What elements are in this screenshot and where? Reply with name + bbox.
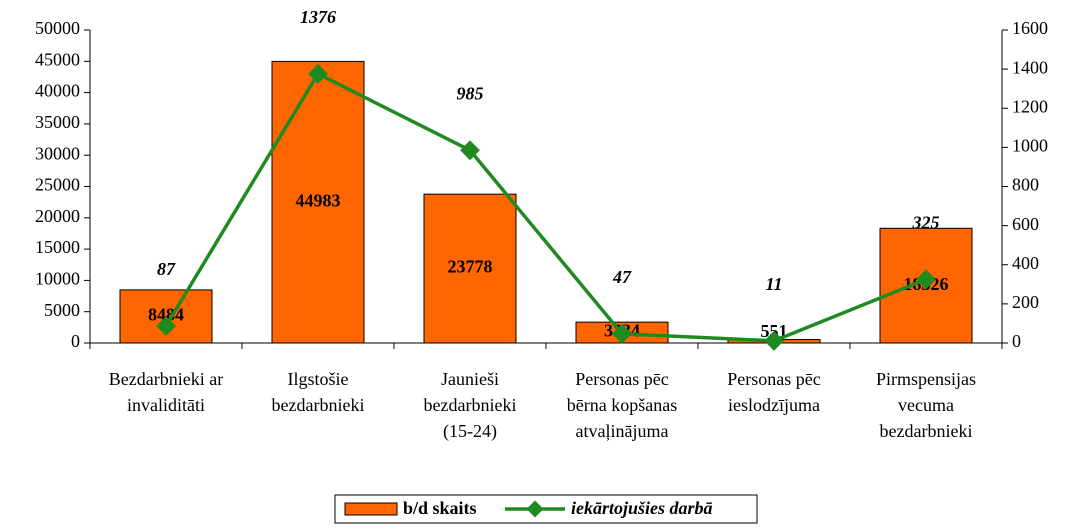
line-value-label: 325 xyxy=(912,213,940,233)
bar-value-label: 44983 xyxy=(296,190,341,210)
y2-tick-label: 1600 xyxy=(1012,18,1048,38)
legend-swatch xyxy=(344,502,398,516)
line-value-label: 11 xyxy=(765,274,782,294)
y2-tick-label: 800 xyxy=(1012,175,1039,195)
y-tick-label: 5000 xyxy=(44,300,80,320)
y-tick-label: 0 xyxy=(71,331,80,351)
y-tick-label: 40000 xyxy=(35,81,80,101)
x-tick-label: Personas pēc bērna kopšanas atvaļinājuma xyxy=(567,369,677,441)
y2-tick-label: 600 xyxy=(1012,214,1039,234)
y2-tick-label: 1000 xyxy=(1012,136,1048,156)
y2-tick-label: 400 xyxy=(1012,253,1039,273)
y2-tick-label: 0 xyxy=(1012,331,1021,351)
line-marker xyxy=(308,63,328,84)
line-marker xyxy=(460,140,480,161)
x-tick-label: Bezdarbnieki ar invaliditāti xyxy=(109,369,223,415)
line-value-label: 985 xyxy=(457,83,484,103)
bar-value-label: 23778 xyxy=(448,257,493,277)
x-tick-label: Jaunieši bezdarbnieki (15-24) xyxy=(424,369,517,442)
y-tick-label: 20000 xyxy=(35,206,80,226)
x-tick-label: Pirmspensijas vecuma bezdarbnieki xyxy=(876,369,976,441)
y2-tick-label: 200 xyxy=(1012,292,1039,312)
y-tick-label: 35000 xyxy=(35,112,80,132)
bar xyxy=(271,60,365,344)
line-marker xyxy=(916,269,936,290)
line-value-label: 1376 xyxy=(300,7,336,27)
line-marker xyxy=(156,316,176,336)
line-marker xyxy=(612,323,632,344)
y2-tick-label: 1200 xyxy=(1012,96,1048,116)
legend-label: b/d skaits xyxy=(403,498,477,518)
y-tick-label: 15000 xyxy=(35,237,80,257)
line-marker xyxy=(764,330,784,351)
line-value-label: 87 xyxy=(157,259,176,279)
y2-tick-label: 1400 xyxy=(1012,57,1048,77)
line-value-label: 47 xyxy=(612,267,632,287)
y-tick-label: 10000 xyxy=(35,269,80,289)
legend-marker xyxy=(526,500,544,518)
x-tick-label: Personas pēc ieslodzījuma xyxy=(727,369,820,415)
x-tick-label: Ilgstošie bezdarbnieki xyxy=(272,369,365,415)
line xyxy=(164,71,927,343)
legend-label: iekārtojušies darbā xyxy=(571,498,713,518)
y-tick-label: 25000 xyxy=(35,175,80,195)
y-tick-label: 50000 xyxy=(35,18,80,38)
y-tick-label: 30000 xyxy=(35,143,80,163)
bar xyxy=(423,193,517,344)
y-tick-label: 45000 xyxy=(35,49,80,69)
